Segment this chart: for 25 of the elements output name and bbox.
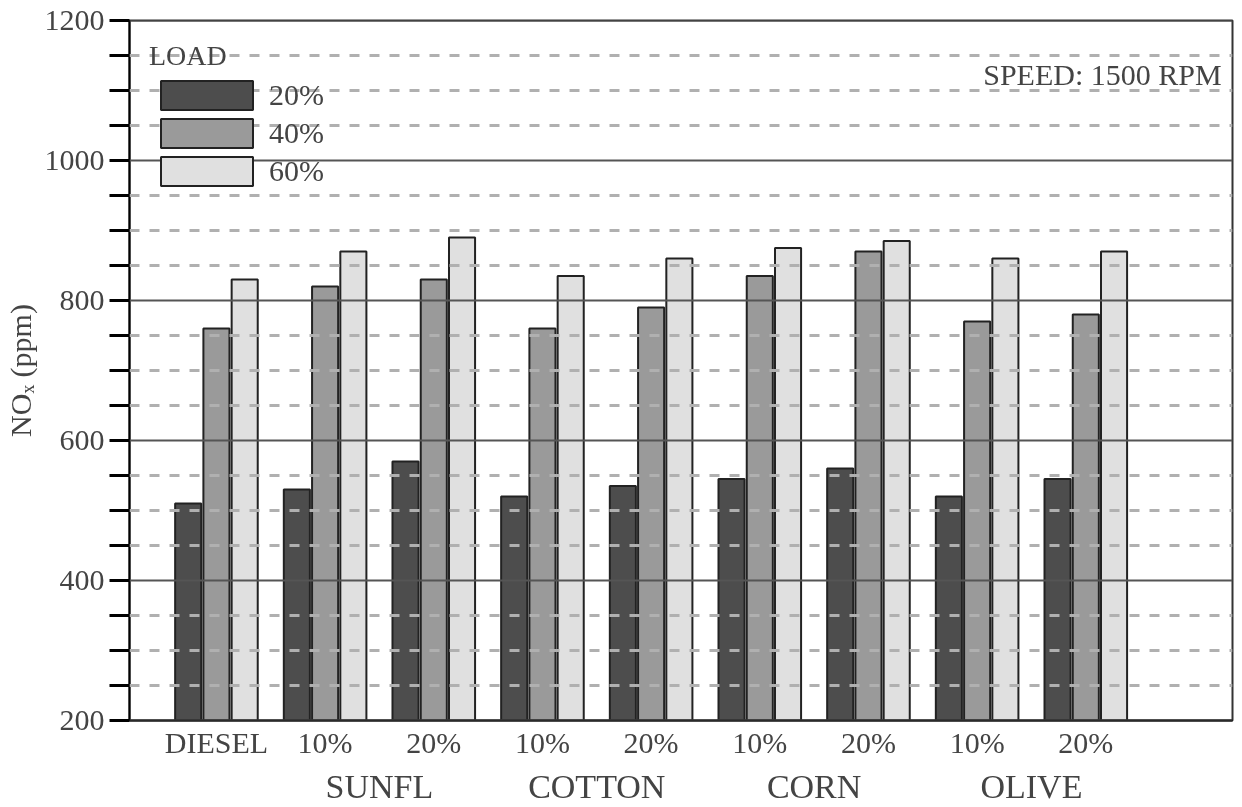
x-tick-label: 10% [514, 725, 570, 759]
text: COTTON [528, 767, 666, 805]
text: CORN [766, 767, 862, 805]
legend-label: 60% [269, 154, 324, 188]
y-tick-label: 400 [59, 563, 105, 596]
text: OLIVE [980, 767, 1083, 805]
legend-label: 40% [269, 116, 324, 150]
y-tick-label: 800 [59, 283, 105, 316]
x-tick-label: 10% [949, 725, 1005, 759]
x-tick-label: 20% [623, 725, 679, 759]
y-tick-label: 1000 [44, 143, 105, 176]
annotation: SPEED: 1500 RPM [983, 57, 1222, 91]
x-tick-label: 10% [732, 725, 788, 759]
y-tick-label: 1200 [44, 3, 105, 36]
legend-label: 20% [269, 78, 324, 112]
x-tick-label: 20% [840, 725, 896, 759]
x-tick-label: DIESEL [164, 725, 269, 759]
y-tick-label: 600 [59, 423, 105, 456]
x-tick-label: 20% [1058, 725, 1114, 759]
text: SUNFL [325, 767, 434, 805]
legend-title: LOAD [149, 40, 228, 72]
y-tick-label: 200 [59, 703, 105, 736]
x-tick-label: 10% [297, 725, 353, 759]
y-axis-title: NOₓ (ppm) [3, 304, 38, 437]
x-tick-label: 20% [406, 725, 462, 759]
